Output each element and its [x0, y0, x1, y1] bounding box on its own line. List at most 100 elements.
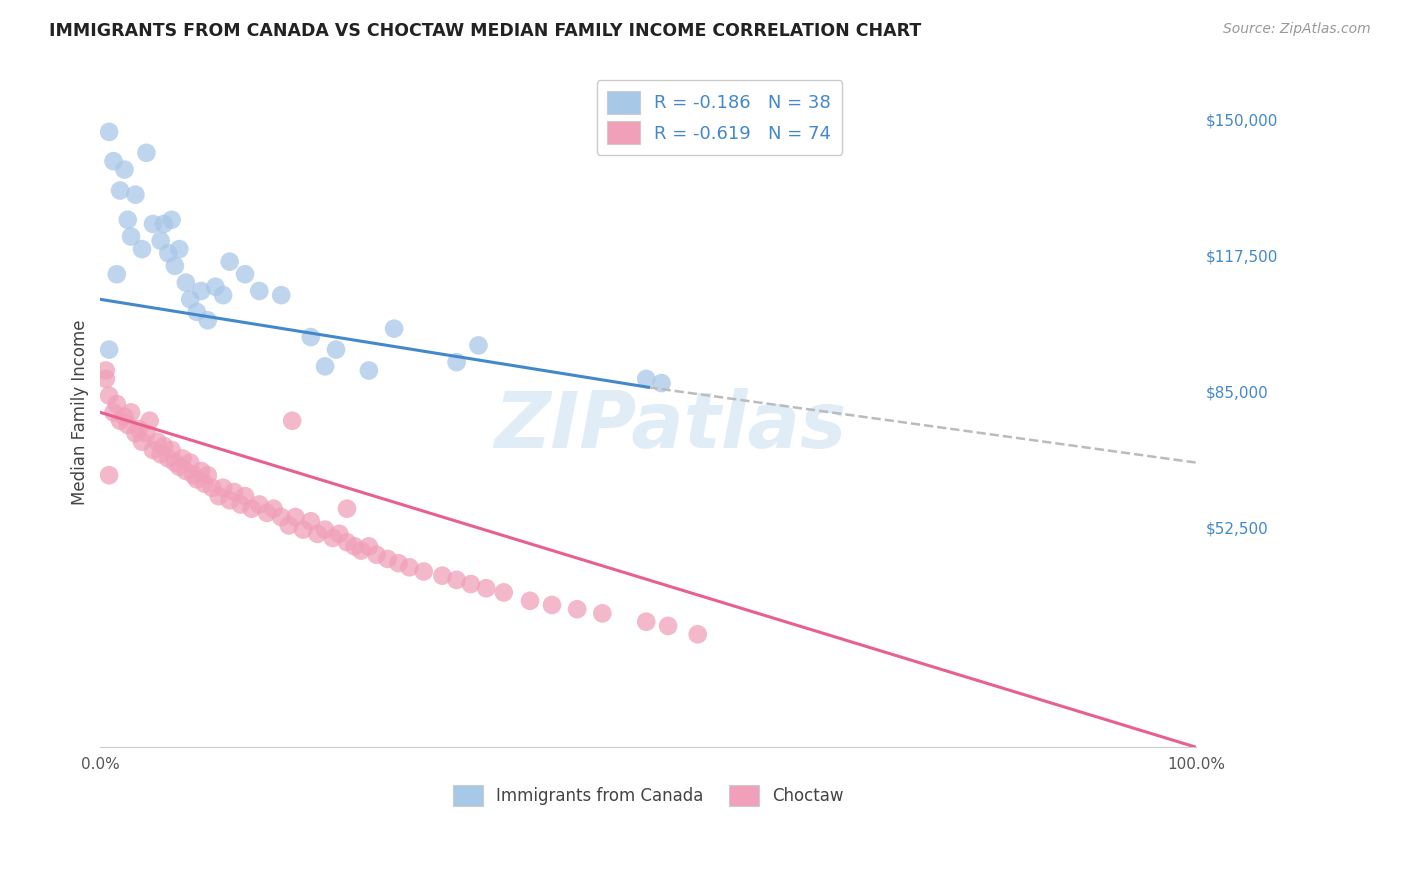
Point: [157, 246, 180, 260]
Point: [114, 409, 136, 424]
Point: [124, 187, 146, 202]
Y-axis label: Median Family Income: Median Family Income: [72, 319, 89, 505]
Point: [328, 526, 350, 541]
Text: Source: ZipAtlas.com: Source: ZipAtlas.com: [1223, 22, 1371, 37]
Point: [336, 535, 359, 549]
Point: [218, 254, 240, 268]
Point: [186, 305, 208, 319]
Point: [247, 284, 270, 298]
Point: [108, 414, 131, 428]
Point: [183, 468, 205, 483]
Point: [190, 284, 212, 298]
Point: [163, 456, 186, 470]
Point: [519, 594, 541, 608]
Text: ZIPatlas: ZIPatlas: [494, 388, 846, 464]
Point: [98, 125, 121, 139]
Point: [325, 343, 347, 357]
Point: [114, 162, 136, 177]
Point: [142, 443, 165, 458]
Point: [277, 518, 299, 533]
Point: [103, 405, 125, 419]
Point: [153, 439, 176, 453]
Point: [174, 276, 197, 290]
Point: [657, 619, 679, 633]
Point: [398, 560, 420, 574]
Point: [467, 338, 489, 352]
Point: [377, 552, 399, 566]
Point: [412, 565, 434, 579]
Point: [212, 288, 235, 302]
Point: [636, 615, 658, 629]
Point: [446, 355, 468, 369]
Point: [135, 426, 157, 441]
Point: [197, 313, 219, 327]
Legend: Immigrants from Canada, Choctaw: Immigrants from Canada, Choctaw: [447, 778, 851, 813]
Point: [94, 372, 117, 386]
Point: [120, 229, 142, 244]
Point: [179, 293, 201, 307]
Point: [270, 510, 292, 524]
Point: [149, 447, 172, 461]
Point: [103, 154, 125, 169]
Point: [565, 602, 588, 616]
Point: [233, 267, 256, 281]
Point: [212, 481, 235, 495]
Point: [357, 363, 380, 377]
Point: [169, 242, 191, 256]
Point: [292, 523, 315, 537]
Point: [475, 581, 498, 595]
Point: [128, 422, 150, 436]
Point: [201, 481, 224, 495]
Point: [146, 434, 169, 449]
Point: [247, 498, 270, 512]
Point: [446, 573, 468, 587]
Point: [117, 212, 139, 227]
Point: [492, 585, 515, 599]
Point: [153, 217, 176, 231]
Point: [197, 468, 219, 483]
Point: [299, 330, 322, 344]
Point: [163, 259, 186, 273]
Point: [117, 417, 139, 432]
Point: [233, 489, 256, 503]
Point: [222, 485, 245, 500]
Point: [94, 363, 117, 377]
Point: [299, 514, 322, 528]
Point: [98, 468, 121, 483]
Point: [357, 540, 380, 554]
Point: [105, 267, 128, 281]
Point: [172, 451, 194, 466]
Point: [382, 321, 405, 335]
Point: [636, 372, 658, 386]
Point: [686, 627, 709, 641]
Point: [460, 577, 482, 591]
Point: [142, 217, 165, 231]
Point: [387, 556, 409, 570]
Point: [314, 359, 336, 374]
Point: [160, 443, 183, 458]
Point: [149, 234, 172, 248]
Point: [322, 531, 344, 545]
Point: [179, 456, 201, 470]
Point: [263, 501, 285, 516]
Point: [98, 389, 121, 403]
Point: [270, 288, 292, 302]
Point: [186, 472, 208, 486]
Point: [284, 510, 307, 524]
Point: [131, 242, 153, 256]
Point: [190, 464, 212, 478]
Point: [98, 343, 121, 357]
Point: [135, 145, 157, 160]
Point: [193, 476, 215, 491]
Point: [256, 506, 278, 520]
Point: [204, 280, 226, 294]
Point: [169, 459, 191, 474]
Point: [350, 543, 373, 558]
Point: [124, 426, 146, 441]
Point: [336, 501, 359, 516]
Point: [307, 526, 329, 541]
Point: [366, 548, 388, 562]
Point: [160, 212, 183, 227]
Point: [138, 414, 160, 428]
Point: [343, 540, 366, 554]
